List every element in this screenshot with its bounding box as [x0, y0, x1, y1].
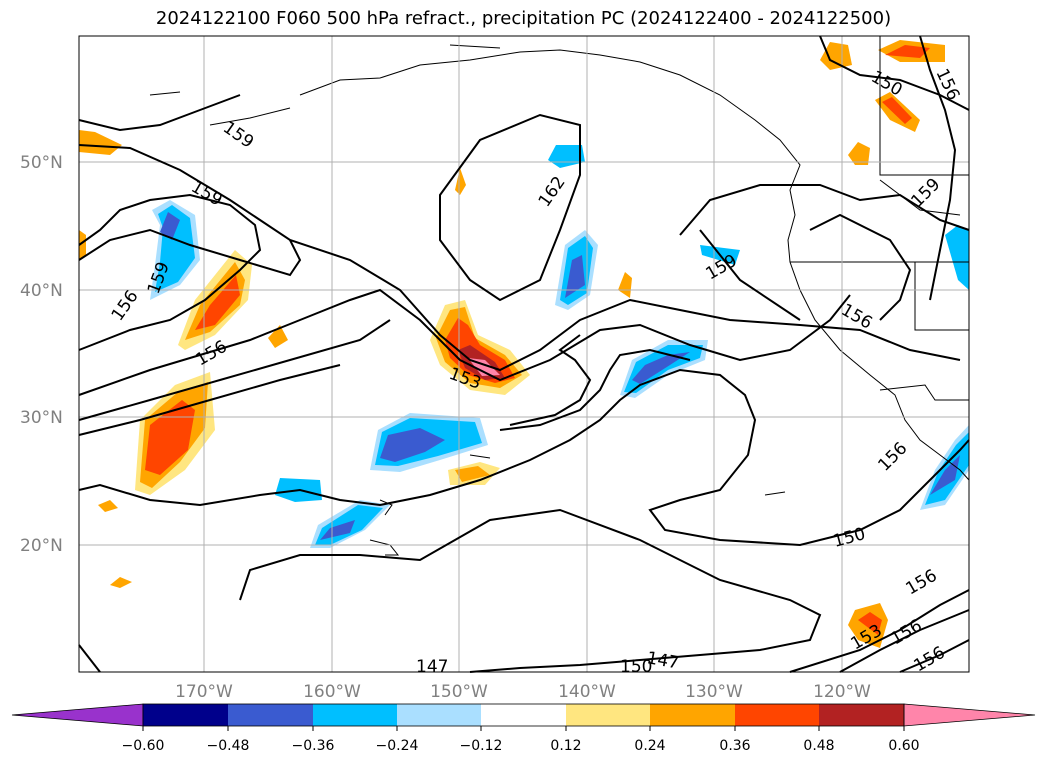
lat-label-20n: 20°N	[20, 536, 63, 556]
lon-label-140w: 140°W	[558, 682, 616, 702]
coastlines	[149, 36, 970, 556]
colorbar-tick: −0.36	[292, 738, 335, 754]
longitude-labels: 170°W 160°W 150°W 140°W 130°W 120°W	[175, 682, 871, 702]
colorbar-tick: 0.24	[634, 738, 665, 754]
colorbar-tick: 0.48	[803, 738, 834, 754]
colorbar-bin	[650, 704, 735, 726]
colorbar-tick: 0.12	[550, 738, 581, 754]
colorbar-bin	[397, 704, 481, 726]
contours	[78, 35, 970, 673]
lon-label-150w: 150°W	[430, 682, 488, 702]
colorbar-tick: −0.48	[207, 738, 250, 754]
colorbar: −0.60 −0.48 −0.36 −0.24 −0.12 0.12 0.24 …	[11, 703, 1036, 754]
lat-label-50n: 50°N	[20, 153, 63, 173]
lon-label-120w: 120°W	[813, 682, 871, 702]
lon-label-160w: 160°W	[303, 682, 361, 702]
colorbar-tick: −0.60	[122, 738, 165, 754]
colorbar-bin	[143, 704, 228, 726]
colorbar-tick: −0.24	[376, 738, 419, 754]
latitude-labels: 50°N 40°N 30°N 20°N	[20, 153, 63, 556]
contour-label: 147	[416, 657, 448, 677]
colorbar-extend-min	[11, 703, 144, 727]
lon-label-170w: 170°W	[175, 682, 233, 702]
gridlines	[79, 36, 969, 672]
lat-label-30n: 30°N	[20, 408, 63, 428]
colorbar-tick: 0.36	[719, 738, 750, 754]
colorbar-bin	[819, 704, 904, 726]
lat-label-40n: 40°N	[20, 281, 63, 301]
colorbar-extend-max	[903, 703, 1036, 727]
plot-area	[79, 36, 969, 672]
colorbar-tick: −0.12	[460, 738, 503, 754]
plot-frame	[78, 35, 970, 673]
colorbar-bin	[735, 704, 819, 726]
contour-label: 150	[620, 657, 652, 677]
map-title: 2024122100 F060 500 hPa refract., precip…	[155, 8, 892, 29]
colorbar-bin	[313, 704, 397, 726]
colorbar-bin	[566, 704, 650, 726]
lon-label-130w: 130°W	[685, 682, 743, 702]
colorbar-bin	[228, 704, 313, 726]
colorbar-tick: 0.60	[888, 738, 919, 754]
colorbar-bin	[481, 704, 566, 726]
colorbar-frame	[142, 703, 905, 727]
